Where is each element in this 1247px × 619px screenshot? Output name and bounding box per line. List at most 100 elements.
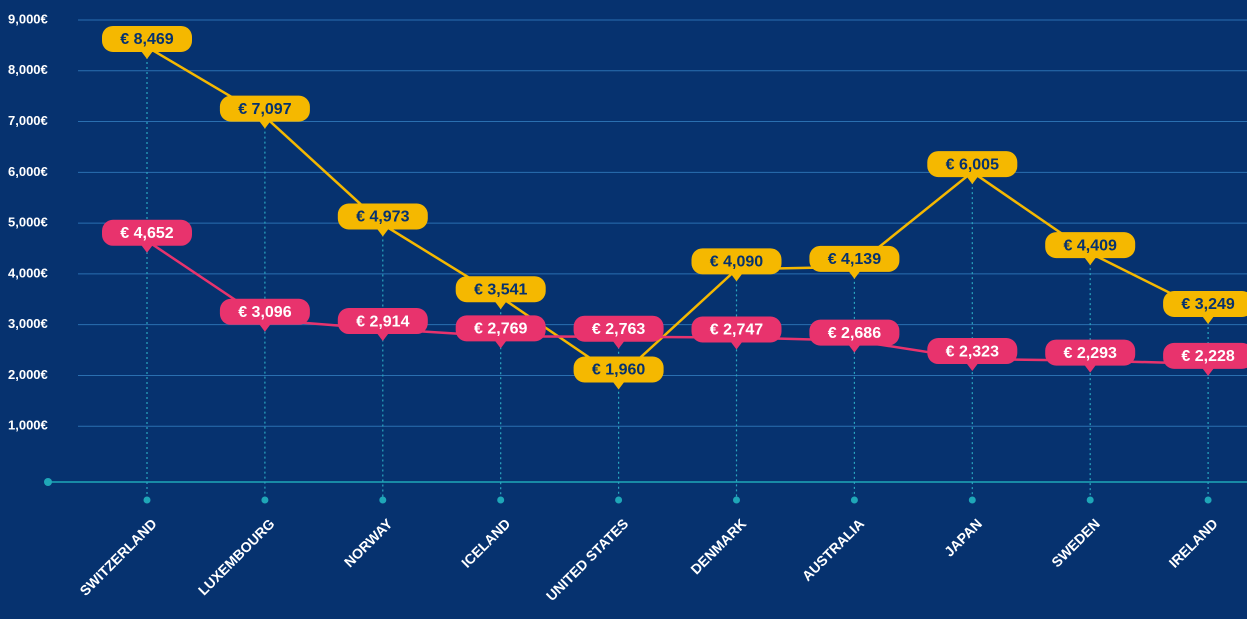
y-tick-label: 1,000€ bbox=[8, 418, 48, 433]
value-label: € 3,541 bbox=[455, 276, 546, 310]
axis-dot bbox=[1204, 496, 1212, 504]
label-pill bbox=[1163, 291, 1247, 318]
point-marker bbox=[1202, 316, 1215, 325]
value-label-text: € 8,469 bbox=[120, 31, 173, 48]
y-tick-label: 4,000€ bbox=[8, 265, 48, 280]
x-tick-label: LUXEMBOURG bbox=[195, 515, 278, 598]
label-pill bbox=[102, 25, 192, 52]
value-label: € 2,293 bbox=[1045, 339, 1136, 373]
value-label-text: € 4,652 bbox=[120, 225, 173, 242]
point-marker bbox=[730, 341, 743, 350]
axis-dot bbox=[615, 496, 623, 504]
label-pill bbox=[455, 276, 546, 303]
value-label-text: € 2,293 bbox=[1064, 345, 1117, 362]
value-label: € 6,005 bbox=[927, 151, 1018, 185]
series-line bbox=[146, 239, 1209, 366]
axis-dot bbox=[379, 496, 387, 504]
label-pill bbox=[337, 308, 428, 335]
label-pill bbox=[1045, 339, 1136, 366]
point-marker bbox=[376, 333, 389, 342]
value-label: € 4,139 bbox=[809, 245, 900, 279]
point-marker bbox=[966, 176, 979, 185]
value-label: € 3,096 bbox=[219, 298, 310, 332]
series-line bbox=[146, 45, 1209, 380]
value-label-text: € 4,409 bbox=[1064, 237, 1117, 254]
value-label: € 8,469 bbox=[102, 25, 192, 59]
value-label: € 4,652 bbox=[102, 219, 192, 253]
value-label-text: € 3,096 bbox=[238, 304, 291, 321]
label-pill bbox=[1045, 232, 1136, 259]
x-tick-label: NORWAY bbox=[341, 515, 396, 570]
point-marker bbox=[1084, 364, 1097, 373]
value-label-text: € 3,541 bbox=[474, 281, 527, 298]
value-label: € 1,960 bbox=[573, 356, 664, 390]
x-tick-label: IRELAND bbox=[1166, 515, 1221, 570]
label-pill bbox=[455, 315, 546, 342]
point-marker bbox=[730, 273, 743, 282]
value-label-text: € 1,960 bbox=[592, 362, 645, 379]
axis-dot bbox=[497, 496, 505, 504]
label-pill bbox=[809, 319, 900, 346]
label-pill bbox=[691, 316, 782, 343]
y-tick-label: 9,000€ bbox=[8, 11, 48, 26]
label-pill bbox=[1163, 342, 1247, 369]
point-marker bbox=[494, 340, 507, 349]
point-marker bbox=[258, 120, 271, 129]
axis-dot bbox=[850, 496, 858, 504]
label-pill bbox=[219, 298, 310, 325]
label-pill bbox=[573, 315, 664, 342]
point-marker bbox=[612, 381, 625, 390]
value-label-text: € 2,747 bbox=[710, 322, 763, 339]
point-marker bbox=[258, 323, 271, 332]
point-marker bbox=[376, 228, 389, 237]
y-tick-label: 8,000€ bbox=[8, 62, 48, 77]
value-label: € 4,090 bbox=[691, 248, 782, 282]
value-label: € 2,763 bbox=[573, 315, 664, 349]
label-pill bbox=[573, 356, 664, 383]
value-label: € 2,747 bbox=[691, 316, 782, 350]
label-pill bbox=[809, 245, 900, 272]
label-pill bbox=[219, 95, 310, 122]
value-label-text: € 2,763 bbox=[592, 321, 645, 338]
value-label-text: € 6,005 bbox=[946, 156, 999, 173]
point-marker bbox=[612, 340, 625, 349]
point-marker bbox=[848, 270, 861, 279]
value-label-text: € 2,769 bbox=[474, 321, 527, 338]
value-label-text: € 7,097 bbox=[238, 101, 291, 118]
axis-dot bbox=[733, 496, 740, 504]
y-tick-label: 7,000€ bbox=[8, 113, 48, 128]
value-label-text: € 4,090 bbox=[710, 254, 763, 271]
value-label-text: € 2,686 bbox=[828, 325, 881, 342]
value-label: € 2,914 bbox=[337, 308, 428, 342]
x-tick-label: ICELAND bbox=[458, 515, 513, 570]
value-label-text: € 4,973 bbox=[356, 209, 409, 226]
label-pill bbox=[691, 248, 782, 275]
x-tick-label: UNITED STATES bbox=[543, 515, 631, 603]
value-label-text: € 2,323 bbox=[946, 343, 999, 360]
value-label: € 2,686 bbox=[809, 319, 900, 353]
x-tick-label: AUSTRALIA bbox=[799, 515, 868, 584]
axis-dot bbox=[143, 496, 151, 504]
value-label: € 2,323 bbox=[927, 338, 1018, 372]
label-pill bbox=[337, 203, 428, 230]
axis-dot bbox=[44, 478, 52, 486]
label-pill bbox=[102, 219, 192, 246]
value-label: € 2,769 bbox=[455, 315, 546, 349]
value-label-text: € 4,139 bbox=[828, 251, 881, 268]
point-marker bbox=[848, 344, 861, 353]
x-tick-label: DENMARK bbox=[687, 515, 749, 577]
point-marker bbox=[966, 363, 979, 372]
value-label: € 4,409 bbox=[1045, 232, 1136, 266]
y-tick-label: 2,000€ bbox=[8, 367, 48, 382]
y-tick-label: 5,000€ bbox=[8, 215, 48, 230]
axis-dot bbox=[1086, 496, 1094, 504]
value-label: € 4,973 bbox=[337, 203, 428, 237]
x-tick-label: SWEDEN bbox=[1048, 515, 1103, 570]
point-marker bbox=[494, 301, 507, 310]
point-marker bbox=[141, 50, 153, 59]
label-pill bbox=[927, 151, 1018, 178]
point-marker bbox=[1084, 257, 1097, 266]
axis-dot bbox=[968, 496, 976, 504]
value-label: € 7,097 bbox=[219, 95, 310, 129]
